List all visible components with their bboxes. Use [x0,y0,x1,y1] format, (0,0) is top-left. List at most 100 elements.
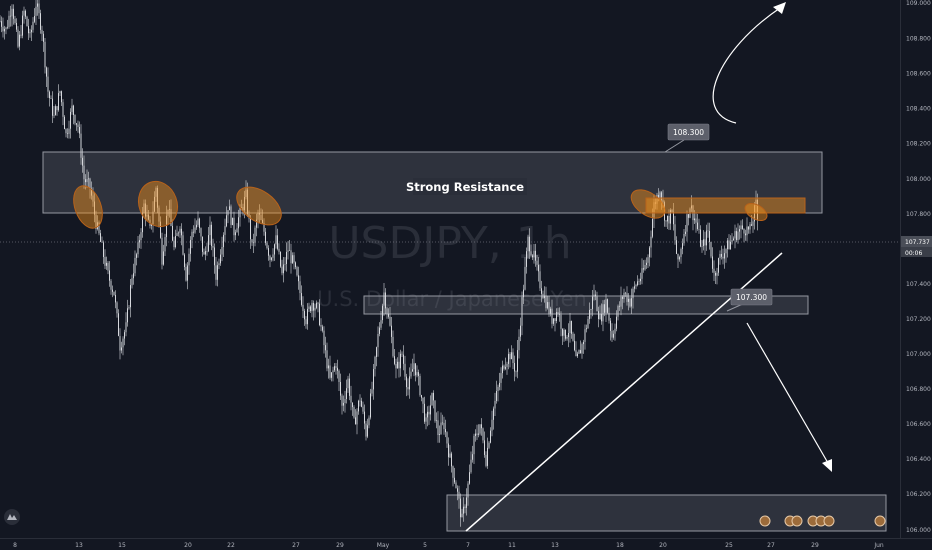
candle-body [335,366,337,368]
candle-body [541,288,542,294]
candle-body [121,347,122,351]
time-tick-label: 13 [75,542,83,549]
candle-body [646,262,647,265]
candle-body [752,221,754,226]
resistance-label-box [413,178,527,195]
tradingview-logo[interactable] [4,509,20,525]
candle-body [490,430,491,443]
price-tick-label: 107.400 [906,281,931,288]
candle-body [401,353,403,355]
candle-body [557,312,559,314]
candle-body [629,298,631,307]
price-axis[interactable]: 109.000 108.800 108.600 108.400 108.200 108.0… [906,0,931,534]
candle-body [550,308,551,314]
candle-body [590,309,592,310]
candle-body [451,453,452,467]
candle-body [506,363,508,367]
candle-body [697,222,698,229]
candle-body [191,231,193,240]
candle-body [499,382,500,387]
candle-body [164,237,166,252]
candle-body [385,292,386,309]
candle-body [143,203,145,213]
candle-body [331,372,332,378]
price-tick-label: 106.200 [906,491,931,498]
candle-body [685,231,686,234]
candle-body [476,433,478,435]
candle-body [715,272,716,276]
candle-body [319,303,320,325]
candle-body [584,329,586,342]
bearish-projection-arrow[interactable] [746,322,829,464]
candle-body [242,207,244,211]
support-zone[interactable] [363,295,809,315]
candle-body [118,313,119,336]
candle-body [289,250,290,251]
candle-body [535,250,536,261]
candle-body [148,214,149,220]
candle-body [53,115,55,116]
candle-body [446,432,448,444]
candle-body [73,105,74,115]
candle-body [298,275,299,282]
candle-body [137,242,139,255]
candle-body [653,202,655,219]
candle-body [334,366,335,371]
candle-body [568,333,569,337]
candle-body [271,257,272,260]
candle-body [251,239,253,243]
candle-body [76,123,77,125]
bullish-projection-arrow[interactable] [712,7,781,124]
candle-body [320,325,322,327]
candle-body [370,393,371,418]
candle-body [313,302,314,311]
candle-body [238,217,239,229]
candle-body [8,15,10,27]
candle-body [485,454,487,466]
candle-body [218,263,220,266]
candle-body [134,257,136,274]
candle-body [725,249,727,254]
candle-body [455,482,457,489]
candle-body [85,179,86,183]
trend-line[interactable] [465,252,783,532]
current-price-badge [901,236,932,247]
candle-body [82,157,83,166]
event-markers[interactable] [759,515,886,527]
candle-body [662,200,664,203]
candle-body [526,251,527,267]
candle-body [691,205,692,209]
event-marker[interactable] [759,515,771,527]
candle-body [683,234,685,244]
price-tick-label: 106.000 [906,527,931,534]
candle-body [308,306,310,309]
candle-body [517,350,518,372]
candle-body [337,367,338,371]
candle-body [247,189,248,214]
candle-body [475,433,476,436]
candle-body [748,226,749,230]
candle-body [469,472,470,484]
candle-body [77,124,79,127]
candle-body [434,400,436,421]
current-price-value: 107.737 [905,239,930,246]
candle-body [206,251,208,252]
candle-body [436,420,437,421]
candle-body [256,219,257,228]
candle-body [610,320,611,331]
time-axis[interactable]: 8 13 15 20 22 27 29 May 5 7 11 13 18 20 25 27 29 Jun [13,542,884,549]
event-marker[interactable] [791,515,803,527]
candle-body [323,330,325,346]
candle-body [181,228,182,236]
candle-body [349,378,350,396]
candle-body [421,395,422,398]
candle-body [280,251,281,267]
candle-body [751,224,752,226]
event-marker[interactable] [874,515,886,527]
candle-body [665,220,667,222]
time-tick-label: 20 [659,542,667,549]
candle-body [512,352,514,363]
event-marker[interactable] [823,515,835,527]
candle-body [292,255,293,264]
